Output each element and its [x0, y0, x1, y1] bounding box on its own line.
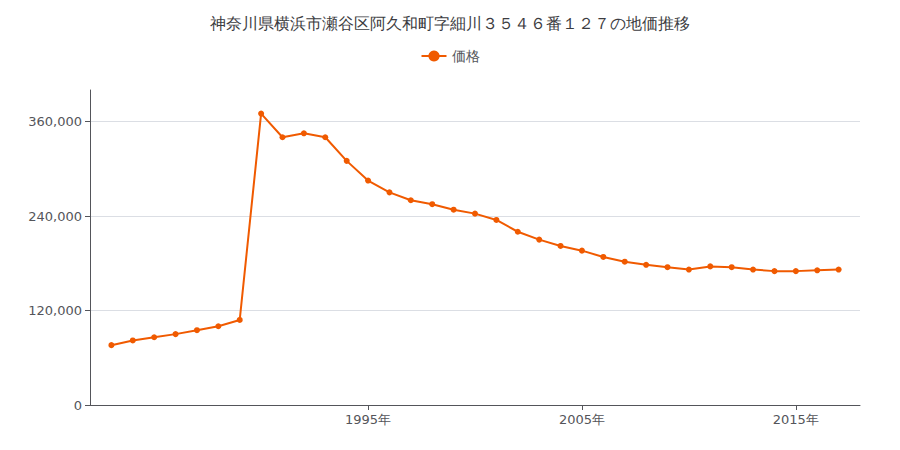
svg-text:2015年: 2015年 — [773, 412, 819, 427]
svg-text:240,000: 240,000 — [28, 209, 82, 224]
svg-text:1995年: 1995年 — [345, 412, 391, 427]
svg-text:神奈川県横浜市瀬谷区阿久和町字細川３５４６番１２７の地価推移: 神奈川県横浜市瀬谷区阿久和町字細川３５４６番１２７の地価推移 — [210, 14, 690, 33]
svg-text:価格: 価格 — [452, 48, 480, 64]
svg-text:0: 0 — [74, 398, 82, 413]
svg-text:360,000: 360,000 — [28, 114, 82, 129]
svg-text:2005年: 2005年 — [559, 412, 605, 427]
svg-text:120,000: 120,000 — [28, 303, 82, 318]
